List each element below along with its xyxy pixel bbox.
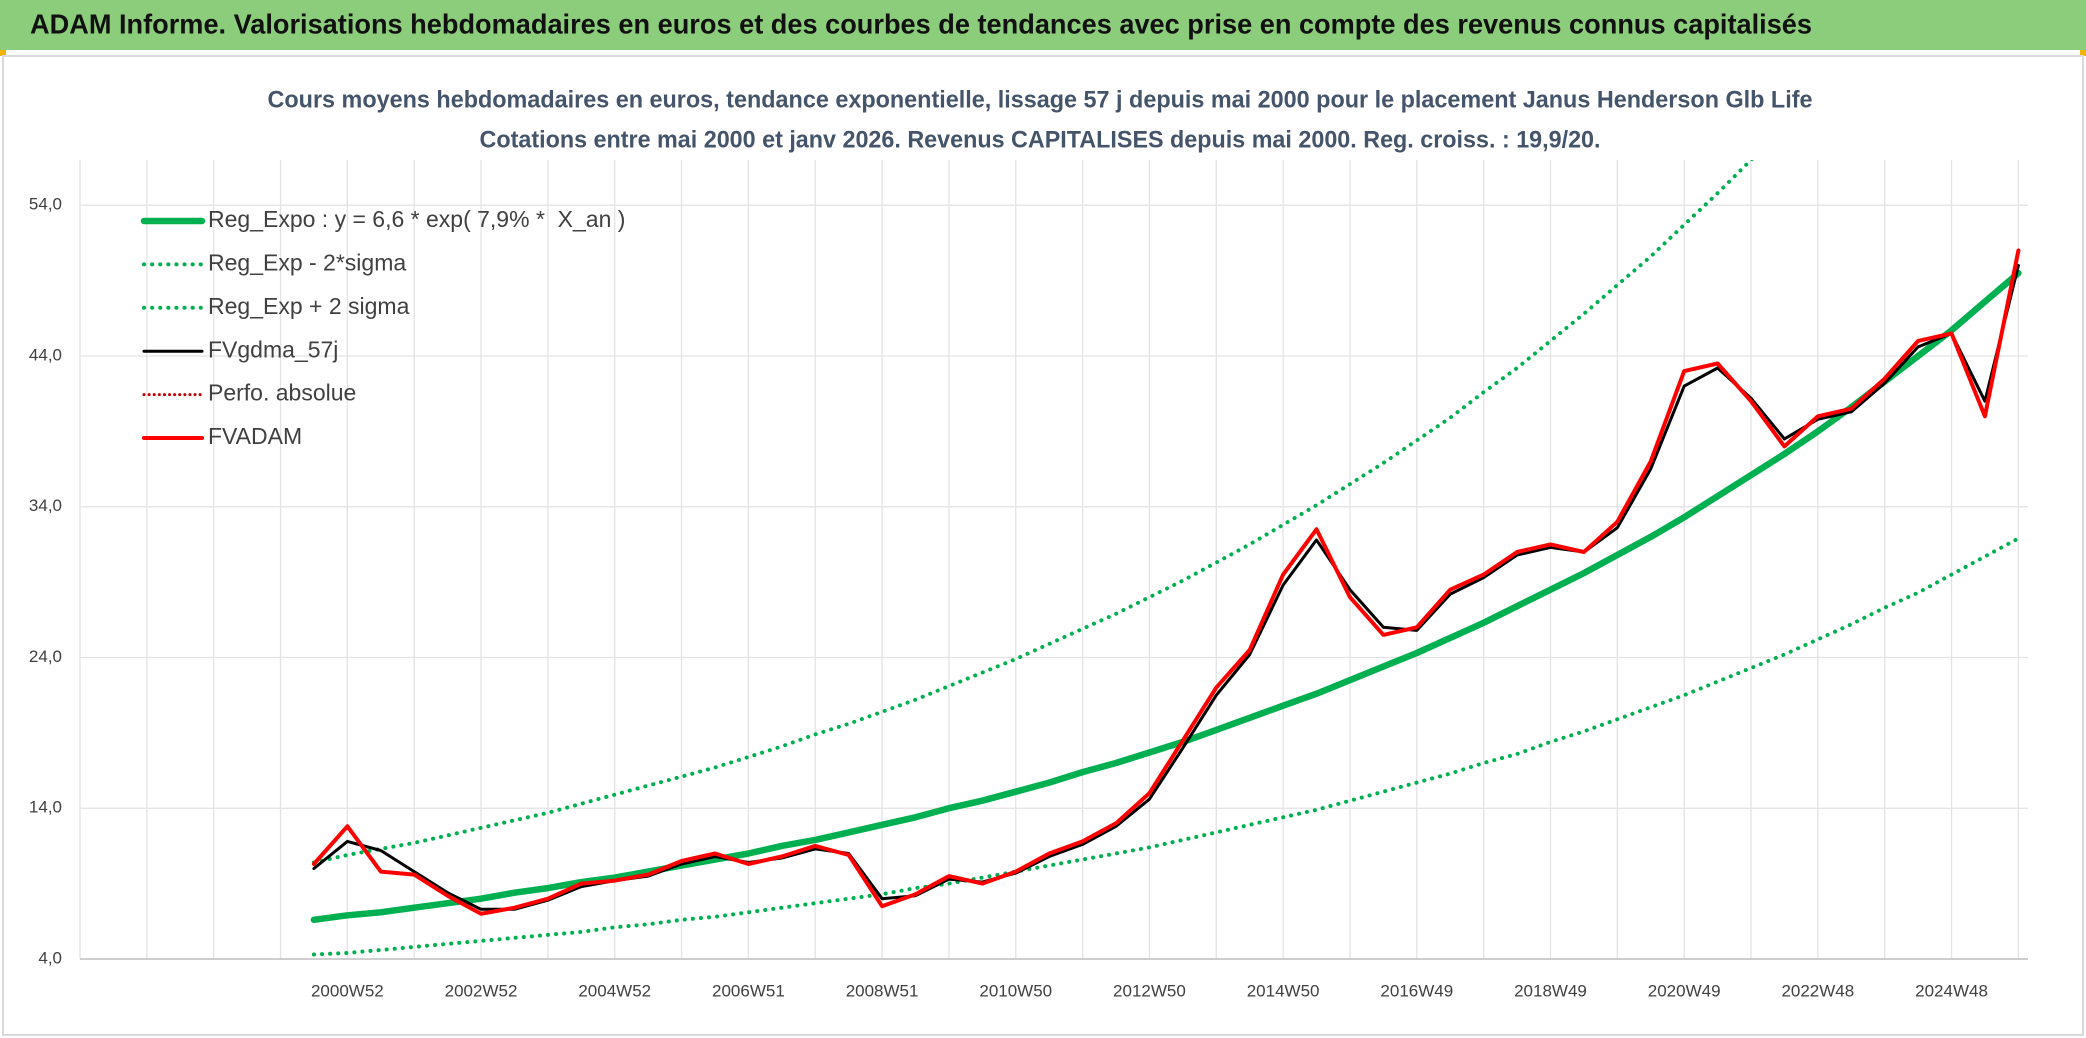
corner [0,50,6,56]
legend-label: Reg_Exp + 2 sigma [208,293,410,319]
legend-label: FVgdma_57j [208,336,338,362]
x-tick-label: 2020W49 [1648,981,1721,1000]
y-tick-label: 4,0 [38,948,62,967]
series-line [310,269,2022,924]
legend-label: Reg_Expo : y = 6,6 * exp( 7,9% * X_an ) [208,206,625,232]
y-tick-label: 44,0 [29,345,62,364]
x-tick-label: 2012W50 [1113,981,1186,1000]
page-title: ADAM Informe. Valorisations hebdomadaire… [30,8,1812,39]
chart-title: Cours moyens hebdomadaires en euros, ten… [268,86,1813,113]
x-tick-label: 2004W52 [578,981,651,1000]
x-tick-label: 2024W48 [1915,981,1988,1000]
x-tick-label: 2018W49 [1514,981,1587,1000]
y-tick-label: 34,0 [29,496,62,515]
x-tick-label: 2022W48 [1781,981,1854,1000]
series-line [311,160,1754,865]
y-tick-label: 54,0 [29,195,62,214]
legend-label: Perfo. absolue [208,380,356,406]
series-line [311,536,2021,957]
x-tick-label: 2002W52 [445,981,518,1000]
header-bar [0,0,2086,50]
x-tick-label: 2014W50 [1247,981,1320,1000]
x-tick-label: 2000W52 [311,981,384,1000]
y-tick-label: 24,0 [29,647,62,666]
x-tick-label: 2008W51 [846,981,919,1000]
x-tick-label: 2010W50 [979,981,1052,1000]
x-tick-label: 2016W49 [1380,981,1453,1000]
y-tick-label: 14,0 [29,798,62,817]
chart-frame [2,55,2084,1036]
x-tick-label: 2006W51 [712,981,785,1000]
legend-label: Reg_Exp - 2*sigma [208,249,406,275]
corner [2080,50,2086,56]
legend-label: FVADAM [208,423,302,449]
chart-subtitle: Cotations entre mai 2000 et janv 2026. R… [480,126,1601,153]
series-line [311,248,2021,916]
